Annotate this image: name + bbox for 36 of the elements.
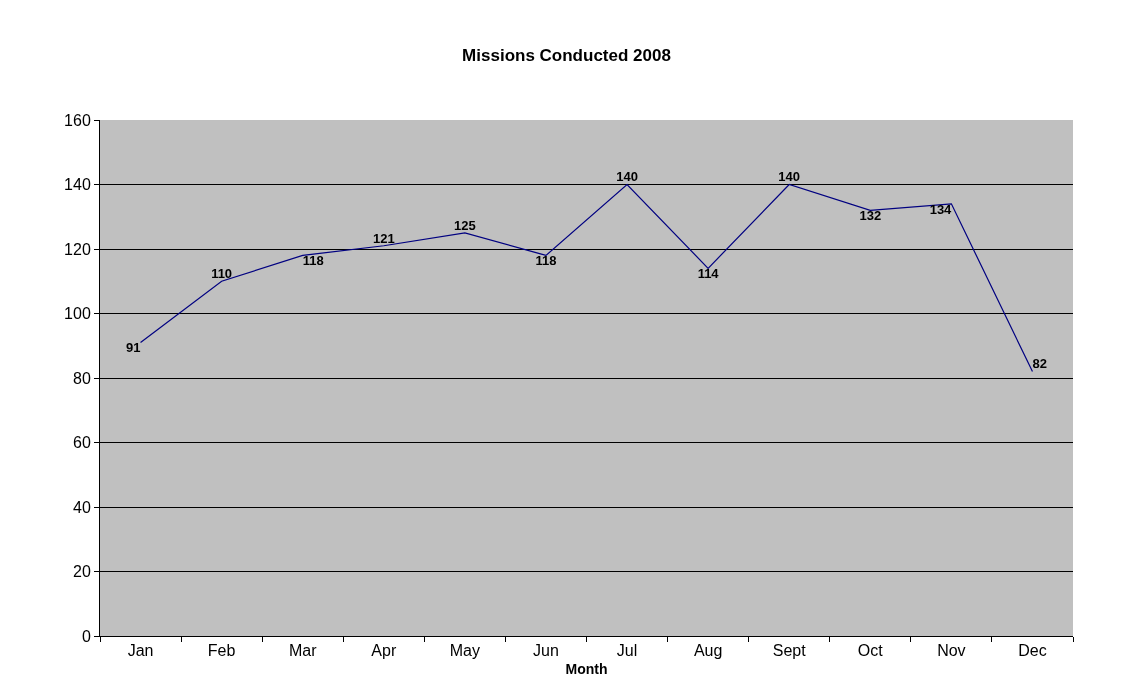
data-label: 91 <box>126 340 141 356</box>
x-tick-label: Jan <box>127 642 154 660</box>
data-label: 118 <box>302 253 324 269</box>
x-tick-label: Mar <box>288 642 318 660</box>
y-tick-label: 140 <box>64 176 91 194</box>
data-label: 134 <box>929 201 953 217</box>
data-label: 140 <box>778 169 801 185</box>
x-tick-label: Apr <box>371 642 397 660</box>
x-tick-label: Nov <box>937 642 966 660</box>
data-label: 82 <box>1032 356 1047 372</box>
y-tick-label: 0 <box>81 627 91 645</box>
data-label: 118 <box>535 253 557 269</box>
x-tick-label: May <box>449 642 480 660</box>
y-tick-label: 80 <box>73 369 91 387</box>
data-label: 121 <box>372 230 395 246</box>
x-tick-label: Oct <box>857 642 884 660</box>
y-tick-label: 100 <box>64 305 91 323</box>
data-label: 125 <box>454 217 476 233</box>
y-tick-label: 60 <box>73 434 91 452</box>
y-tick-label: 160 <box>64 111 91 129</box>
data-label: 114 <box>697 266 720 282</box>
y-tick-label: 20 <box>73 563 91 581</box>
x-axis-title: Month <box>565 660 608 677</box>
x-tick-label: Feb <box>207 642 236 660</box>
data-label: 132 <box>859 208 882 224</box>
data-label: 140 <box>616 169 638 185</box>
line-series <box>139 183 1034 373</box>
data-label: 110 <box>211 266 233 281</box>
x-tick-label: Jul <box>616 642 638 660</box>
y-tick-label: 40 <box>73 498 91 516</box>
x-tick-label: Sept <box>772 642 807 660</box>
x-tick-label: Aug <box>693 642 723 660</box>
chart-title: Missions Conducted 2008 <box>462 45 671 65</box>
y-tick-label: 120 <box>64 240 91 258</box>
x-tick-label: Dec <box>1018 642 1047 660</box>
x-tick-label: Jun <box>533 642 559 660</box>
